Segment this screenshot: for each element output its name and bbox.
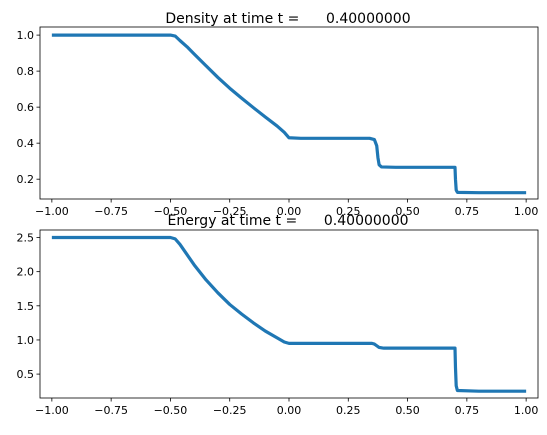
energy-x-tick-label: −0.25 [213, 404, 247, 417]
energy-x-tick-label: −0.75 [94, 404, 128, 417]
density-x-tick-label: 1.00 [514, 205, 539, 218]
density-x-tick-label: −0.75 [94, 205, 128, 218]
density-x-tick-label: 0.75 [455, 205, 480, 218]
density-x-tick-label: −0.25 [213, 205, 247, 218]
energy-x-tick-label: −0.50 [154, 404, 188, 417]
density-x-tick-label: −1.00 [35, 205, 69, 218]
density-title: Density at time t = 0.40000000 [165, 11, 410, 27]
energy-x-tick-label: 1.00 [514, 404, 539, 417]
energy-x-tick-label: 0.50 [395, 404, 420, 417]
energy-y-tick-label: 1.5 [17, 300, 35, 313]
energy-y-tick-label: 2.5 [17, 232, 35, 245]
density-y-tick-label: 0.8 [17, 65, 35, 78]
density-x-tick-label: 0.25 [336, 205, 361, 218]
energy-marks: −1.00 −0.75 −0.50 −0.25 0.00 0.25 0.50 0.75 1.00… [17, 232, 539, 417]
density-y-tick-label: 0.6 [17, 101, 35, 114]
density-x-tick-label: 0.00 [277, 205, 302, 218]
energy-x-tick-label: −1.00 [35, 404, 69, 417]
density-series-line [51, 33, 527, 195]
energy-x-tick-label: 0.00 [277, 404, 302, 417]
density-marks: −1.00 −0.75 −0.50 −0.25 0.00 0.25 0.50 0.75 1.00… [17, 29, 539, 218]
energy-y-tick-label: 0.5 [17, 368, 35, 381]
energy-series-line [51, 235, 527, 393]
density-panel: −1.00 −0.75 −0.50 −0.25 0.00 0.25 0.50 0.75 1.00… [17, 26, 539, 218]
energy-x-tick-label: 0.25 [336, 404, 361, 417]
energy-title: Energy at time t = 0.40000000 [167, 213, 408, 229]
energy-y-tick-label: 2.0 [17, 266, 35, 279]
energy-y-tick-label: 1.0 [17, 334, 35, 347]
density-y-tick-label: 0.2 [17, 173, 35, 186]
energy-panel: −1.00 −0.75 −0.50 −0.25 0.00 0.25 0.50 0.75 1.00… [17, 229, 539, 417]
density-y-tick-label: 0.4 [17, 137, 35, 150]
energy-x-tick-label: 0.75 [455, 404, 480, 417]
density-y-tick-label: 1.0 [17, 29, 35, 42]
density-x-tick-label: 0.50 [395, 205, 420, 218]
density-x-tick-label: −0.50 [154, 205, 188, 218]
